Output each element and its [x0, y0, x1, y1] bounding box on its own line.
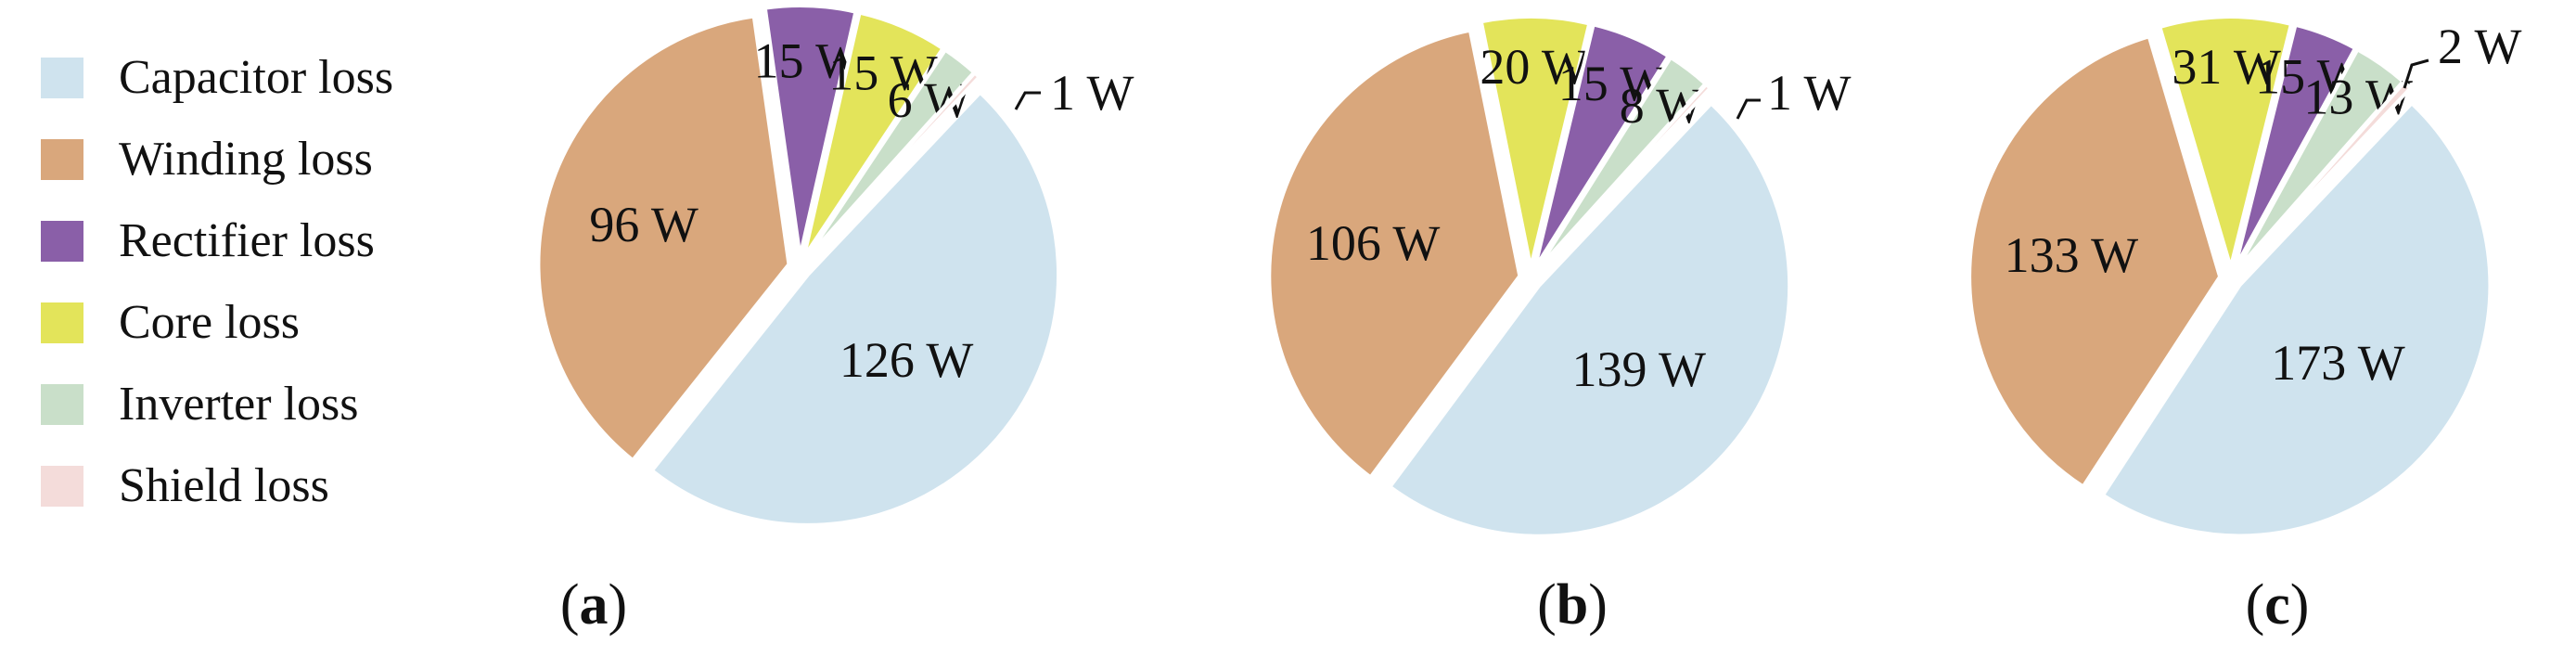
pie-c-label-capacitor-loss: 173 W — [2271, 335, 2405, 391]
pie-a-leader-line — [1014, 91, 1041, 110]
pie-c-label-core-loss: 31 W — [2172, 39, 2281, 95]
legend-swatch-inverter-loss — [41, 384, 83, 425]
pie-a-slice-winding-loss — [536, 14, 791, 463]
pie-b-label-shield-loss: 1 W — [1767, 65, 1852, 121]
pie-b-slice-capacitor-loss — [1387, 100, 1792, 538]
pie-caption-b: (b) — [1537, 573, 1608, 637]
pie-a-slice-shield-loss — [805, 70, 982, 261]
pie-c-slice-rectifier-loss — [2233, 22, 2358, 269]
pie-caption-a: (a) — [560, 573, 627, 637]
pie-c-slice-shield-loss — [2236, 79, 2414, 272]
pie-c-slice-core-loss — [2157, 15, 2294, 275]
pie-b-slice-core-loss — [1479, 15, 1592, 268]
pie-a-slice-capacitor-loss — [649, 89, 1061, 527]
pie-b-leader-line — [1736, 98, 1761, 120]
legend-label-winding-loss: Winding loss — [119, 133, 373, 186]
legend-swatch-capacitor-loss — [41, 58, 83, 98]
pie-a-slice-rectifier-loss — [763, 4, 858, 257]
pie-a-slice-core-loss — [801, 10, 946, 259]
legend-swatch-winding-loss — [41, 139, 83, 180]
legend-label-shield-loss: Shield loss — [119, 459, 329, 512]
pie-b-label-capacitor-loss: 139 W — [1572, 341, 1707, 397]
pie-b-label-winding-loss: 106 W — [1306, 215, 1441, 271]
legend-label-core-loss: Core loss — [119, 296, 300, 349]
pie-c-slice-winding-loss — [1967, 33, 2223, 490]
pie-b-label-core-loss: 20 W — [1480, 39, 1589, 95]
legend: Capacitor loss Winding loss Rectifier loss… — [41, 51, 393, 512]
pie-c-label-shield-loss: 2 W — [2438, 19, 2522, 74]
pie-a-label-winding-loss: 96 W — [589, 197, 698, 252]
pie-b-slice-winding-loss — [1267, 28, 1522, 481]
legend-label-capacitor-loss: Capacitor loss — [119, 51, 393, 104]
pie-c-slice-capacitor-loss — [2100, 100, 2493, 538]
pie-b-slice-rectifier-loss — [1532, 21, 1672, 270]
pie-b-slice-shield-loss — [1536, 82, 1713, 272]
pie-a-label-shield-loss: 1 W — [1050, 65, 1134, 121]
legend-swatch-shield-loss — [41, 466, 83, 507]
pie-a-label-capacitor-loss: 126 W — [839, 332, 974, 388]
legend-label-inverter-loss: Inverter loss — [119, 378, 358, 431]
legend-label-rectifier-loss: Rectifier loss — [119, 214, 375, 267]
legend-swatch-core-loss — [41, 302, 83, 343]
pie-c-label-winding-loss: 133 W — [2005, 227, 2139, 283]
legend-swatch-rectifier-loss — [41, 221, 83, 262]
pie-c-leader-line — [2403, 58, 2429, 89]
pie-caption-c: (c) — [2246, 573, 2310, 637]
